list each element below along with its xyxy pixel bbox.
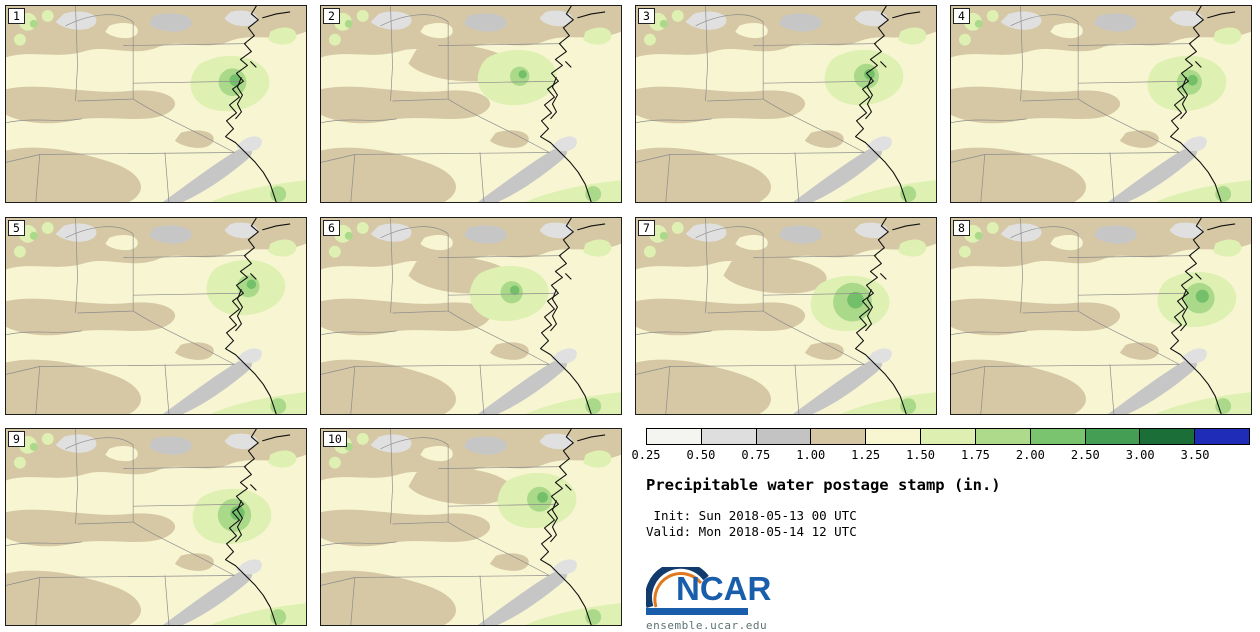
pw-map xyxy=(6,218,306,414)
pw-map xyxy=(636,6,936,202)
ensemble-panel-3: 3 xyxy=(635,5,937,203)
colorbar-tick-label: 0.25 xyxy=(631,448,661,462)
valid-time: Valid: Mon 2018-05-14 12 UTC xyxy=(646,524,857,539)
pw-map xyxy=(321,429,621,625)
ensemble-panel-4: 4 xyxy=(950,5,1252,203)
colorbar-tick-label: 1.00 xyxy=(796,448,826,462)
ncar-logo-bar xyxy=(646,608,748,615)
panel-number: 8 xyxy=(953,220,970,236)
panel-number: 7 xyxy=(638,220,655,236)
colorbar-segment-6 xyxy=(921,429,976,444)
pw-map xyxy=(6,429,306,625)
ensemble-panel-5: 5 xyxy=(5,217,307,415)
ncar-logo: NCAR xyxy=(646,567,1250,617)
panel-number: 1 xyxy=(8,8,25,24)
ensemble-panel-7: 7 xyxy=(635,217,937,415)
colorbar-tick-label: 1.50 xyxy=(906,448,935,462)
colorbar-ticks: 0.25 0.50 0.75 1.00 1.25 1.50 1.75 2.00 2.50 3.00… xyxy=(632,448,1250,463)
pw-map xyxy=(951,6,1251,202)
colorbar-segment-5 xyxy=(866,429,922,444)
colorbar-tick-label: 0.75 xyxy=(741,448,771,462)
colorbar-segment-2 xyxy=(701,429,757,444)
colorbar-segment-8 xyxy=(1030,429,1086,444)
panel-number: 5 xyxy=(8,220,25,236)
pw-map xyxy=(321,218,621,414)
panel-number: 6 xyxy=(323,220,340,236)
site-url: ensemble.ucar.edu xyxy=(646,619,768,632)
colorbar-segment-7 xyxy=(975,429,1031,444)
colorbar-tick-label: 3.50 xyxy=(1180,448,1210,462)
ncar-logo-arc-icon xyxy=(646,567,709,609)
pw-map xyxy=(636,218,936,414)
ensemble-panel-1: 1 xyxy=(5,5,307,203)
colorbar-tick-label: 3.00 xyxy=(1125,448,1155,462)
ensemble-panel-8: 8 xyxy=(950,217,1252,415)
colorbar-segment-10 xyxy=(1140,429,1196,444)
ensemble-panel-2: 2 xyxy=(320,5,622,203)
pw-map xyxy=(951,218,1251,414)
colorbar-segment-3 xyxy=(756,429,812,444)
ensemble-panel-10: 10 xyxy=(320,428,622,626)
colorbar-tick-label: 1.75 xyxy=(961,448,990,462)
legend-area: 0.25 0.50 0.75 1.00 1.25 1.50 1.75 2.00 2.50 3.00… xyxy=(632,428,1250,632)
ensemble-panel-6: 6 xyxy=(320,217,622,415)
init-time: Init: Sun 2018-05-13 00 UTC xyxy=(646,508,857,523)
colorbar-segment-4 xyxy=(811,429,867,444)
colorbar-tick-label: 1.25 xyxy=(851,448,881,462)
panel-number: 4 xyxy=(953,8,970,24)
panel-number: 10 xyxy=(323,431,347,447)
pw-map xyxy=(6,6,306,202)
panel-number: 3 xyxy=(638,8,655,24)
colorbar-segment-11 xyxy=(1195,429,1249,444)
ensemble-panel-9: 9 xyxy=(5,428,307,626)
colorbar-tick-label: 0.50 xyxy=(686,448,716,462)
pw-map xyxy=(321,6,621,202)
panel-number: 2 xyxy=(323,8,340,24)
colorbar-tick-label: 2.50 xyxy=(1070,448,1100,462)
colorbar-segment-9 xyxy=(1085,429,1141,444)
colorbar-tick-label: 2.00 xyxy=(1015,448,1045,462)
colorbar xyxy=(646,428,1250,445)
chart-title: Precipitable water postage stamp (in.) xyxy=(646,476,1001,494)
ncar-logo-text: NCAR xyxy=(676,570,772,607)
panel-number: 9 xyxy=(8,431,25,447)
colorbar-segment-1 xyxy=(647,429,702,444)
